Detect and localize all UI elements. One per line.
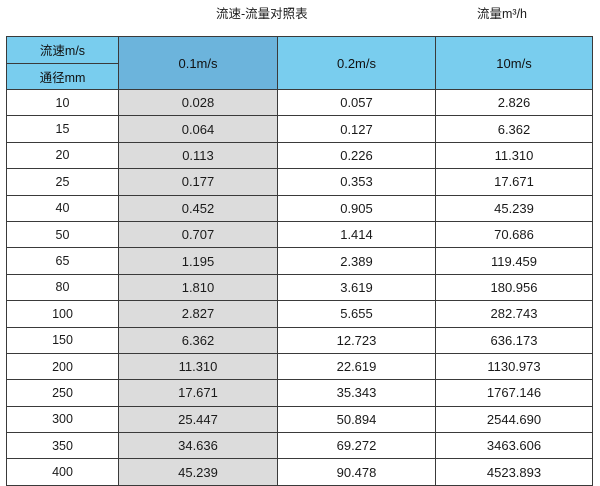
table-row: 200 11.310 22.619 1130.973: [6, 352, 593, 381]
flow-rate-table: 流速m/s 通径mm 0.1m/s 0.2m/s 10m/s 10 0.028 0.…: [6, 36, 593, 486]
table-row: 10 0.028 0.057 2.826: [6, 88, 593, 117]
table-row: 50 0.707 1.414 70.686: [6, 220, 593, 249]
cell-diameter: 25: [6, 168, 119, 196]
cell-diameter: 100: [6, 300, 119, 328]
cell-flow-10: 180.956: [435, 273, 593, 302]
cell-flow-0.1: 11.310: [118, 352, 278, 381]
cell-flow-0.1: 2.827: [118, 300, 278, 328]
header-row: 流速m/s 通径mm 0.1m/s 0.2m/s 10m/s: [6, 36, 593, 90]
cell-flow-10: 119.459: [435, 247, 593, 275]
cell-flow-10: 70.686: [435, 220, 593, 249]
table-row: 400 45.239 90.478 4523.893: [6, 458, 593, 486]
cell-diameter: 250: [6, 379, 119, 407]
cell-flow-0.1: 0.707: [118, 220, 278, 249]
header-corner-cell: 流速m/s 通径mm: [6, 36, 119, 90]
cell-flow-0.2: 3.619: [277, 273, 436, 302]
table-row: 350 34.636 69.272 3463.606: [6, 432, 593, 460]
table-row: 80 1.810 3.619 180.956: [6, 273, 593, 302]
column-header-0: 0.1m/s: [118, 36, 278, 90]
table-row: 25 0.177 0.353 17.671: [6, 168, 593, 196]
cell-diameter: 40: [6, 194, 119, 222]
cell-flow-0.1: 0.452: [118, 194, 278, 222]
header-corner-velocity-label: 流速m/s: [7, 37, 118, 64]
cell-diameter: 65: [6, 247, 119, 275]
cell-diameter: 80: [6, 273, 119, 302]
table-row: 40 0.452 0.905 45.239: [6, 194, 593, 222]
header-corner-diameter-label: 通径mm: [7, 63, 118, 89]
cell-diameter: 200: [6, 352, 119, 381]
table-row: 250 17.671 35.343 1767.146: [6, 379, 593, 407]
cell-flow-10: 17.671: [435, 168, 593, 196]
cell-flow-0.1: 0.064: [118, 115, 278, 143]
cell-flow-0.1: 17.671: [118, 379, 278, 407]
cell-flow-10: 1767.146: [435, 379, 593, 407]
cell-flow-0.2: 2.389: [277, 247, 436, 275]
cell-diameter: 300: [6, 405, 119, 434]
table-row: 300 25.447 50.894 2544.690: [6, 405, 593, 434]
cell-diameter: 50: [6, 220, 119, 249]
cell-flow-10: 3463.606: [435, 432, 593, 460]
cell-flow-0.1: 1.195: [118, 247, 278, 275]
cell-flow-0.2: 0.226: [277, 141, 436, 170]
cell-flow-0.2: 35.343: [277, 379, 436, 407]
column-header-2: 10m/s: [435, 36, 593, 90]
cell-flow-0.2: 90.478: [277, 458, 436, 486]
cell-flow-10: 2544.690: [435, 405, 593, 434]
cell-diameter: 10: [6, 88, 119, 117]
cell-flow-0.2: 0.353: [277, 168, 436, 196]
page-title: 流速-流量对照表: [216, 7, 308, 21]
cell-flow-10: 1130.973: [435, 352, 593, 381]
cell-flow-10: 11.310: [435, 141, 593, 170]
cell-flow-10: 636.173: [435, 326, 593, 354]
cell-diameter: 150: [6, 326, 119, 354]
cell-flow-0.1: 45.239: [118, 458, 278, 486]
table-header: 流速m/s 通径mm 0.1m/s 0.2m/s 10m/s: [6, 36, 593, 90]
cell-diameter: 350: [6, 432, 119, 460]
unit-title: 流量m³/h: [477, 7, 528, 21]
cell-flow-0.1: 1.810: [118, 273, 278, 302]
cell-flow-10: 45.239: [435, 194, 593, 222]
cell-flow-0.2: 0.905: [277, 194, 436, 222]
cell-flow-0.1: 0.028: [118, 88, 278, 117]
title-bar: 流速-流量对照表 流量m³/h: [0, 0, 600, 36]
cell-flow-0.1: 6.362: [118, 326, 278, 354]
column-header-1: 0.2m/s: [277, 36, 436, 90]
cell-flow-0.1: 34.636: [118, 432, 278, 460]
cell-diameter: 20: [6, 141, 119, 170]
cell-diameter: 400: [6, 458, 119, 486]
table-body: 10 0.028 0.057 2.826 15 0.064 0.127 6.362 20 0.11…: [6, 88, 593, 486]
table-row: 150 6.362 12.723 636.173: [6, 326, 593, 354]
cell-flow-0.1: 0.113: [118, 141, 278, 170]
cell-flow-0.2: 12.723: [277, 326, 436, 354]
flow-rate-table-container: 流速m/s 通径mm 0.1m/s 0.2m/s 10m/s 10 0.028 0.…: [6, 36, 593, 486]
cell-flow-10: 6.362: [435, 115, 593, 143]
cell-flow-0.2: 50.894: [277, 405, 436, 434]
cell-flow-0.1: 25.447: [118, 405, 278, 434]
cell-diameter: 15: [6, 115, 119, 143]
table-row: 20 0.113 0.226 11.310: [6, 141, 593, 170]
table-row: 15 0.064 0.127 6.362: [6, 115, 593, 143]
cell-flow-0.2: 0.057: [277, 88, 436, 117]
cell-flow-0.2: 5.655: [277, 300, 436, 328]
cell-flow-0.2: 69.272: [277, 432, 436, 460]
cell-flow-0.2: 0.127: [277, 115, 436, 143]
cell-flow-10: 4523.893: [435, 458, 593, 486]
table-row: 100 2.827 5.655 282.743: [6, 300, 593, 328]
cell-flow-0.2: 22.619: [277, 352, 436, 381]
cell-flow-0.1: 0.177: [118, 168, 278, 196]
cell-flow-0.2: 1.414: [277, 220, 436, 249]
cell-flow-10: 282.743: [435, 300, 593, 328]
cell-flow-10: 2.826: [435, 88, 593, 117]
table-row: 65 1.195 2.389 119.459: [6, 247, 593, 275]
